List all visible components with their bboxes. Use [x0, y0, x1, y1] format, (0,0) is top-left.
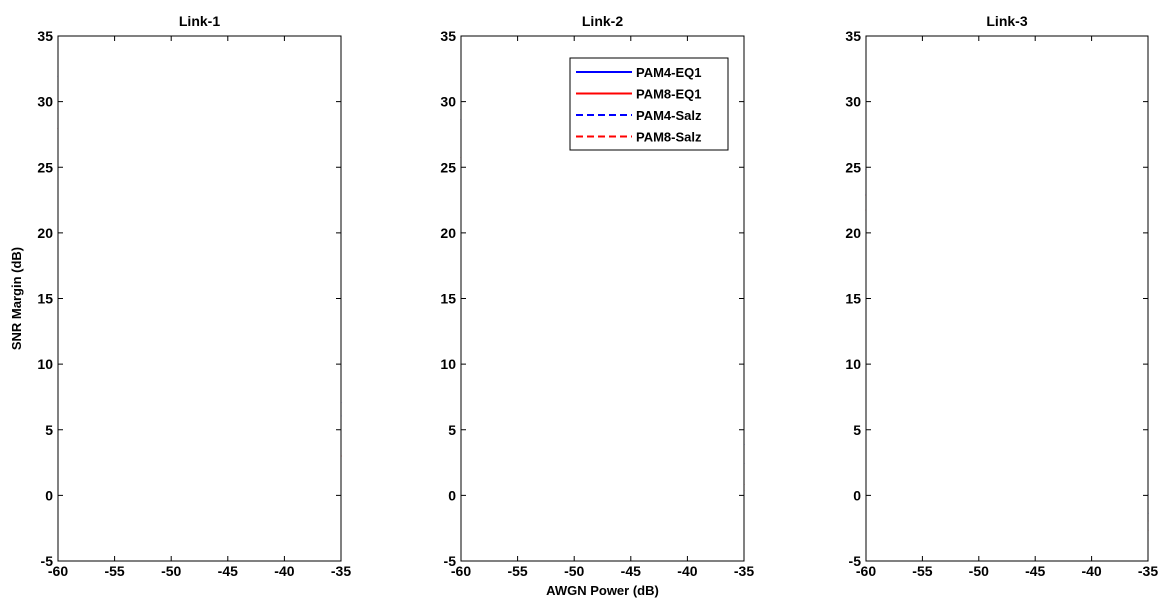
y-tick-label: 10 — [37, 356, 53, 372]
y-tick-label: 0 — [45, 487, 53, 503]
y-axis-label: SNR Margin (dB) — [9, 247, 24, 350]
x-tick-label: -40 — [274, 563, 294, 579]
y-tick-label: 5 — [448, 422, 456, 438]
chart-title: Link-2 — [582, 13, 623, 29]
x-tick-label: -50 — [161, 563, 181, 579]
y-tick-label: 25 — [37, 159, 53, 175]
chart-title: Link-3 — [986, 13, 1027, 29]
x-tick-label: -60 — [856, 563, 876, 579]
x-axis-label: AWGN Power (dB) — [546, 583, 659, 598]
y-tick-label: 25 — [440, 159, 456, 175]
y-tick-label: 30 — [37, 94, 53, 110]
x-tick-label: -60 — [48, 563, 68, 579]
y-tick-label: 30 — [440, 94, 456, 110]
legend-box — [569, 57, 729, 151]
x-tick-label: -35 — [1138, 563, 1158, 579]
x-tick-label: -55 — [507, 563, 527, 579]
y-tick-label: -5 — [444, 553, 457, 569]
y-tick-label: 5 — [853, 422, 861, 438]
x-tick-label: -40 — [1081, 563, 1101, 579]
axes-frame — [865, 35, 1149, 562]
y-tick-label: -5 — [41, 553, 54, 569]
chart-panel-1: -60 -55 -50 -45 -40 -35-505101520253035Link-1… — [9, 13, 351, 579]
y-tick-label: -5 — [849, 553, 862, 569]
y-tick-label: 35 — [845, 28, 861, 44]
y-tick-label: 20 — [37, 225, 53, 241]
x-tick-label: -60 — [451, 563, 471, 579]
x-tick-label: -45 — [1025, 563, 1045, 579]
y-tick-label: 5 — [45, 422, 53, 438]
y-tick-label: 15 — [440, 291, 456, 307]
y-tick-label: 20 — [845, 225, 861, 241]
x-tick-label: -50 — [564, 563, 584, 579]
x-tick-label: -45 — [218, 563, 238, 579]
y-tick-label: 30 — [845, 94, 861, 110]
chart-panel-2: -60 -55 -50 -45 -40 -35-505101520253035Link-2… — [440, 13, 754, 598]
y-tick-label: 35 — [440, 28, 456, 44]
axes-frame — [57, 35, 342, 562]
legend: PAM4-EQ1 PAM8-EQ1 PAM4-Salz PAM8-Salz — [569, 57, 729, 151]
y-tick-label: 0 — [448, 487, 456, 503]
x-tick-label: -50 — [969, 563, 989, 579]
y-tick-label: 0 — [853, 487, 861, 503]
y-tick-label: 20 — [440, 225, 456, 241]
x-tick-label: -55 — [912, 563, 932, 579]
y-tick-label: 35 — [37, 28, 53, 44]
y-tick-label: 15 — [845, 291, 861, 307]
x-tick-label: -35 — [331, 563, 351, 579]
y-tick-label: 10 — [845, 356, 861, 372]
x-tick-label: -35 — [734, 563, 754, 579]
chart-title: Link-1 — [179, 13, 220, 29]
y-tick-label: 25 — [845, 159, 861, 175]
x-tick-label: -55 — [104, 563, 124, 579]
legend-label-pam8-eq1: PAM8-EQ1 — [636, 87, 702, 102]
x-tick-label: -45 — [621, 563, 641, 579]
x-tick-label: -40 — [677, 563, 697, 579]
legend-label-pam4-eq1: PAM4-EQ1 — [636, 65, 702, 80]
y-tick-label: 10 — [440, 356, 456, 372]
legend-label-pam4-salz: PAM4-Salz — [636, 108, 702, 123]
legend-label-pam8-salz: PAM8-Salz — [636, 130, 702, 145]
y-tick-label: 15 — [37, 291, 53, 307]
